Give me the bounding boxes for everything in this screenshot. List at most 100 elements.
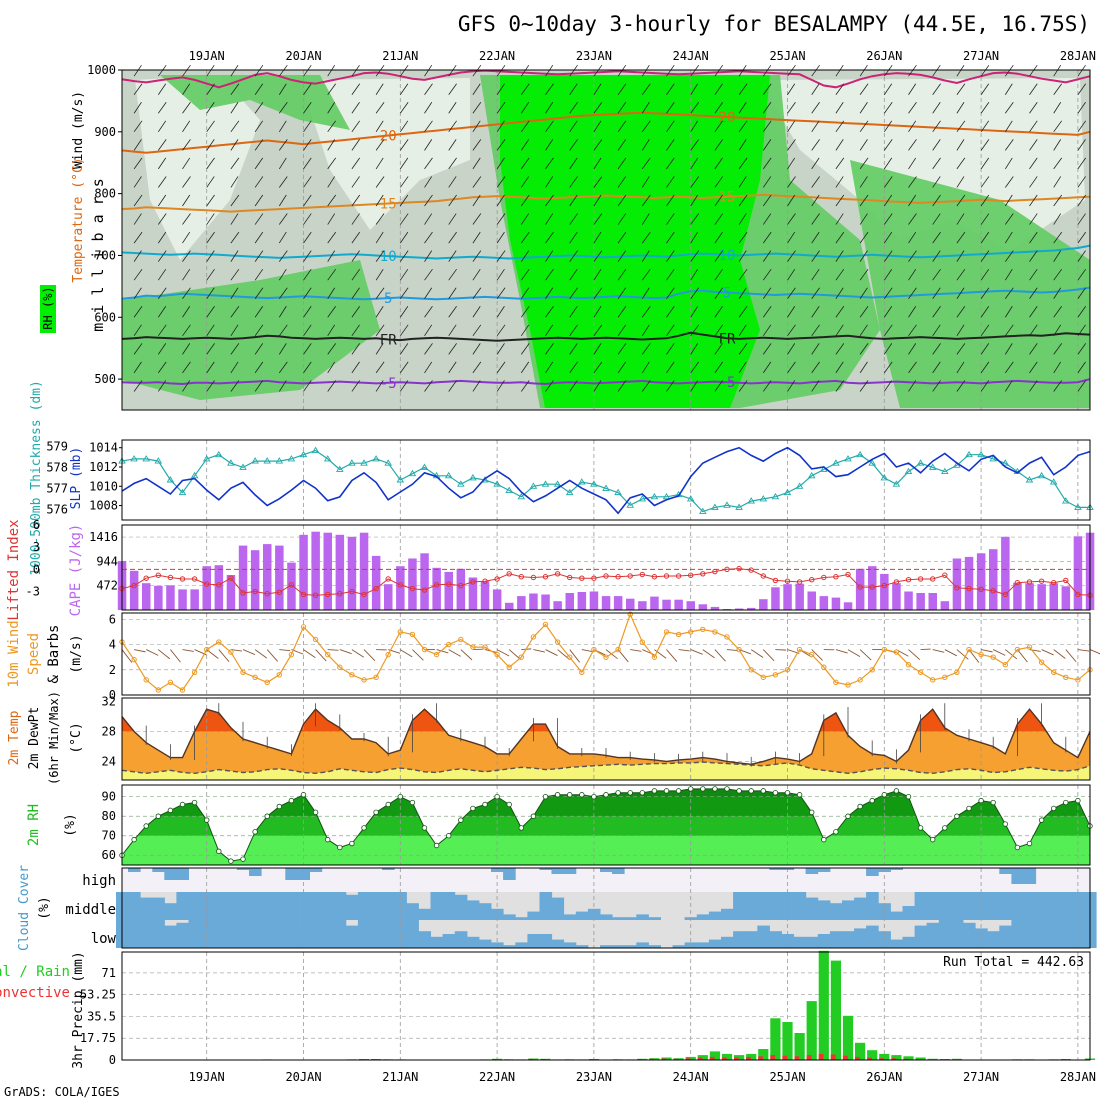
cloud-bar [515, 917, 528, 920]
cape-bar [154, 586, 163, 610]
wind-barb [170, 650, 180, 663]
cloud-bar [915, 926, 928, 948]
cloud-bar [939, 892, 952, 920]
rh-axis-label: 2m RH [26, 804, 42, 846]
day-label: 21JAN [382, 49, 418, 63]
cloud-bar [455, 895, 468, 920]
cloud-bar [806, 937, 819, 948]
precip-convective-bar [807, 1055, 812, 1060]
precip-convective-bar [770, 1055, 775, 1060]
day-label: 22JAN [479, 1070, 515, 1084]
cloud-bar [443, 892, 456, 920]
cloud-bar [406, 903, 419, 920]
cloud-bar [903, 906, 916, 920]
cloud-bar [322, 920, 335, 948]
rh-marker [483, 802, 488, 807]
cape-bar [965, 557, 974, 610]
rh-marker [519, 826, 524, 831]
rh-marker [204, 818, 209, 823]
cloud-bar [261, 892, 274, 920]
rh-marker [955, 814, 960, 819]
cloud-bar [757, 926, 770, 948]
cloud-bar [431, 937, 444, 948]
cloud-bar [576, 912, 589, 920]
cloud-bar [479, 903, 492, 920]
cloud-bar [612, 917, 625, 920]
cape-bar [783, 584, 792, 610]
rh-marker [495, 794, 500, 799]
wind-barb [340, 650, 352, 654]
rh-marker [894, 789, 899, 794]
wind-barb [945, 650, 957, 656]
cloud-bar [382, 892, 395, 920]
cloud-bar [842, 900, 855, 920]
rh-marker [737, 789, 742, 794]
cloud-bar [285, 892, 298, 920]
rh-marker [834, 830, 839, 835]
precip-convective-bar [758, 1056, 763, 1060]
cloud-bar [745, 931, 758, 948]
cape-bar [457, 569, 466, 610]
li-tick-label: -3 [26, 585, 40, 599]
rh-marker [144, 824, 149, 829]
cloud-bar [1060, 892, 1073, 920]
day-label: 19JAN [189, 1070, 225, 1084]
rh-marker [289, 798, 294, 803]
thickness-tick-label: 576 [46, 502, 68, 516]
y-tick-label: 35.5 [87, 1009, 116, 1023]
cloud-bar [285, 868, 298, 880]
cape-bar [493, 589, 502, 610]
precip-axis-label: 3hr Precip (mm) [71, 951, 86, 1068]
cloud-bar [334, 920, 347, 948]
day-label: 24JAN [673, 1070, 709, 1084]
wind-barb [727, 650, 738, 651]
rh-marker [277, 804, 282, 809]
cloud-bar [939, 920, 952, 948]
rh-marker [410, 800, 415, 805]
cape-tick-label: 472 [96, 579, 118, 593]
y-tick-label: 0 [109, 1053, 116, 1067]
cape-bar [892, 583, 901, 610]
chart-title: GFS 0~10day 3-hourly for BESALAMPY (44.5… [458, 12, 1090, 36]
precip-total-bar [819, 951, 829, 1060]
cape-bar [614, 596, 623, 610]
cape-bar [977, 553, 986, 610]
cloud-bar [213, 920, 226, 948]
rh-marker [350, 841, 355, 846]
cloud-bar [830, 903, 843, 920]
rh-marker [785, 791, 790, 796]
isotherm-label: -5 [380, 376, 397, 392]
rh-marker [580, 792, 585, 797]
cape-bar [602, 596, 611, 610]
cloud-bar [927, 923, 940, 948]
li-tick-label: 6 [33, 518, 40, 532]
day-label: 28JAN [1060, 49, 1096, 63]
cloud-bar [721, 909, 734, 920]
cape-bar [445, 572, 454, 610]
cape-bar [517, 596, 526, 610]
isotherm-label: 10 [380, 249, 397, 265]
precip-convective-bar [819, 1054, 824, 1060]
cape-bar [166, 585, 175, 610]
rh-marker [640, 791, 645, 796]
cloud-bar [310, 920, 323, 948]
wind-barb [243, 650, 255, 655]
precip-total-bar [795, 1033, 805, 1060]
rh-marker [652, 789, 657, 794]
cloud-bar [564, 942, 577, 948]
wind-barb [183, 650, 194, 652]
rh-marker [543, 794, 548, 799]
cloud-bar [963, 892, 976, 920]
day-label: 26JAN [866, 1070, 902, 1084]
cloud-bar [794, 892, 807, 920]
precip-total-bar [831, 961, 841, 1060]
rh-marker [664, 789, 669, 794]
cape-bar [311, 532, 320, 610]
cloud-bar [467, 937, 480, 948]
day-label: 27JAN [963, 1070, 999, 1084]
y-tick-label: 500 [94, 372, 116, 386]
cape-bar [215, 565, 224, 610]
cloud-bar [140, 898, 153, 920]
rh-marker [156, 814, 161, 819]
